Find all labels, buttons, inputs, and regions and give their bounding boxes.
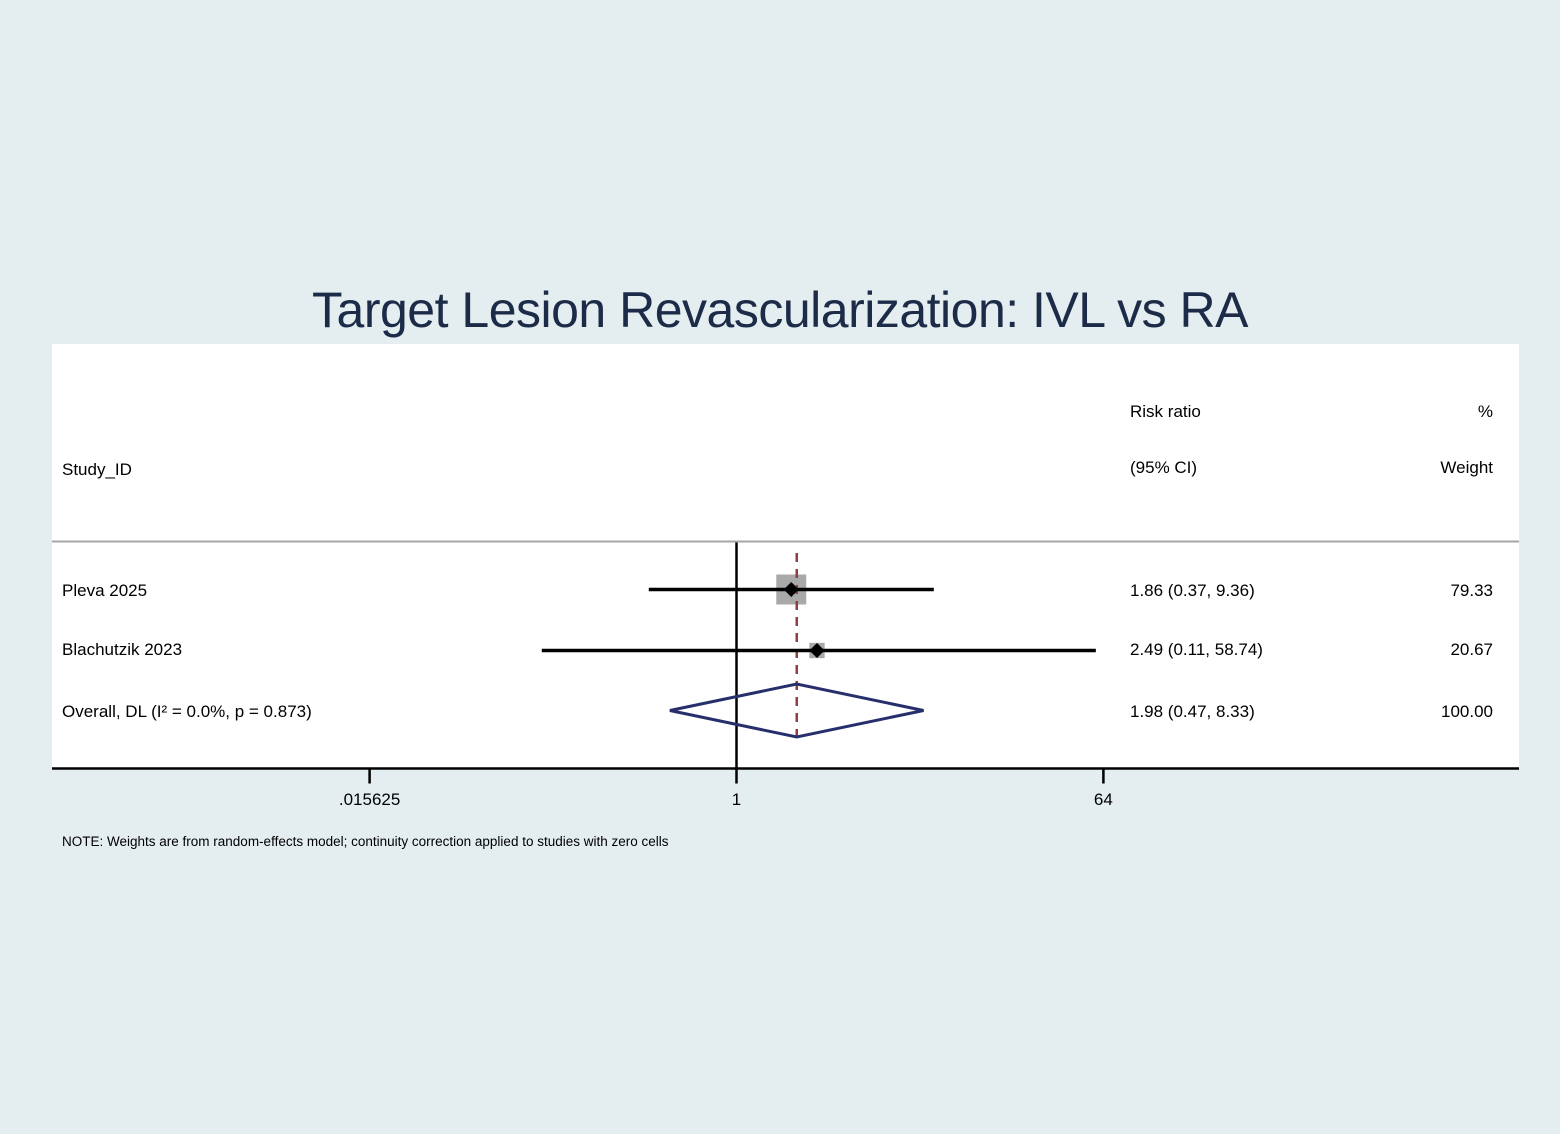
- estimate-overall: 1.98 (0.47, 8.33): [1130, 702, 1255, 721]
- overall-label: Overall, DL (I² = 0.0%, p = 0.873): [62, 702, 312, 721]
- column-header-weight: Weight: [1440, 458, 1493, 477]
- weight-overall: 100.00: [1441, 702, 1493, 721]
- column-header-risk-ratio: Risk ratio: [1130, 402, 1201, 421]
- weight-blachutzik-2023: 20.67: [1450, 640, 1493, 659]
- estimate-blachutzik-2023: 2.49 (0.11, 58.74): [1130, 640, 1263, 659]
- x-tick-label-015625: .015625: [338, 790, 401, 809]
- footnote: NOTE: Weights are from random-effects mo…: [62, 834, 669, 849]
- chart-title: Target Lesion Revascularization: IVL vs …: [312, 282, 1248, 338]
- x-tick-label-64: 64: [1093, 790, 1113, 809]
- column-header-study-id: Study_ID: [62, 460, 132, 479]
- column-header-percent: %: [1477, 402, 1493, 421]
- study-label-blachutzik-2023: Blachutzik 2023: [62, 640, 183, 659]
- x-tick-label-1: 1: [731, 790, 742, 809]
- study-label-pleva-2025: Pleva 2025: [62, 581, 148, 600]
- column-header-95ci: (95% CI): [1130, 458, 1198, 477]
- estimate-pleva-2025: 1.86 (0.37, 9.36): [1130, 581, 1255, 600]
- weight-pleva-2025: 79.33: [1450, 581, 1493, 600]
